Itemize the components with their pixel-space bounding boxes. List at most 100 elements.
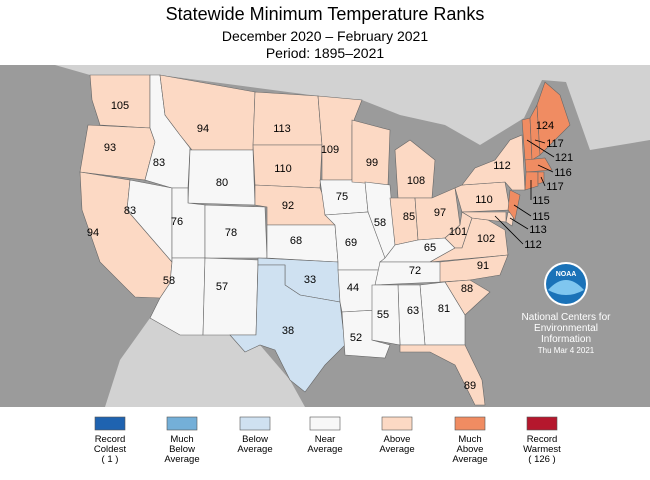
legend-label: Warmest [523,444,561,455]
state-rank: 58 [163,275,175,287]
state-labels: 105 93 94 83 83 94 80 76 58 78 57 113 110 92 68 33 38 109… [87,100,573,392]
state [461,134,526,191]
credit-line: Thu Mar 4 2021 [538,346,595,355]
state-rank: 121 [555,152,573,164]
state-rank: 108 [407,175,425,187]
states [79,74,571,406]
legend-label: Below [242,434,268,445]
legend-label: Much [170,434,193,445]
state-rank: 81 [438,303,450,315]
state-rank: 88 [461,283,473,295]
credit: National Centers forEnvironmentalInforma… [522,312,612,355]
state-rank: 85 [403,211,415,223]
state-rank: 117 [546,138,564,150]
credit-line: National Centers for [522,312,612,323]
state-rank: 76 [171,216,183,228]
state-rank: 112 [524,239,542,251]
state [524,171,539,191]
legend-label: Record [95,434,126,445]
state [460,211,507,223]
period: Period: 1895–2021 [266,45,385,61]
legend-label: Coldest [94,444,127,455]
legend-label: Below [169,444,195,455]
state-rank: 91 [477,260,489,272]
state-rank: 102 [477,233,495,245]
state-rank: 55 [377,309,389,321]
state [252,91,323,146]
legend-swatch [309,416,341,431]
state-rank: 65 [424,242,436,254]
legend-swatch [166,416,198,431]
state-rank: 117 [546,181,564,193]
canada [55,65,650,150]
state-rank: 89 [464,380,476,392]
legend-label: Near [315,434,336,445]
state [266,224,339,263]
state [429,217,509,263]
state [351,119,391,186]
legend-label: Average [452,454,487,465]
legend-label: Much [458,434,481,445]
state-rank: 94 [197,123,209,135]
legend-swatch [239,416,271,431]
callout-line [540,176,546,187]
logo-text: NOAA [556,271,577,278]
credit-line: Information [541,334,591,345]
callout-line [537,164,554,173]
state-rank: 113 [273,123,291,135]
state [394,139,436,199]
subtitle: December 2020 – February 2021 [222,28,428,44]
legend-label: Average [307,444,342,455]
legend-swatch [454,416,486,431]
credit-line: Environmental [534,323,598,334]
state-rank: 63 [407,305,419,317]
legend-label: Above [457,444,484,455]
legend-swatch [526,416,558,431]
state-rank: 115 [532,195,550,207]
logo-wave [548,280,584,295]
legend-label: ( 1 ) [102,454,119,465]
state [399,344,486,406]
state-rank: 33 [304,274,316,286]
state-rank: 115 [532,211,550,223]
state-rank: 99 [366,157,378,169]
legend-label: Average [237,444,272,455]
state-rank: 57 [216,281,228,293]
state-rank: 116 [554,167,572,179]
state-rank: 124 [536,120,554,132]
state-rank: 101 [449,226,467,238]
legend-label: Record [527,434,558,445]
state [454,181,511,213]
state [229,264,346,393]
state-rank: 69 [345,237,357,249]
legend-swatch [94,416,126,431]
callout-line [513,204,532,217]
state [79,124,156,181]
state-rank: 112 [493,160,511,172]
callout-line [534,139,546,144]
state-rank: 83 [124,205,136,217]
state-rank: 58 [374,217,386,229]
state-rank: 52 [350,332,362,344]
title: Statewide Minimum Temperature Ranks [166,4,485,24]
state [536,81,571,156]
state-rank: 75 [336,191,348,203]
state-rank: 94 [87,227,99,239]
state-rank: 93 [104,142,116,154]
legend-label: Average [164,454,199,465]
state-rank: 80 [216,177,228,189]
state-rank: 38 [282,325,294,337]
state-rank: 68 [290,235,302,247]
state-rank: 72 [409,265,421,277]
state [202,257,259,336]
state-rank: 92 [282,200,294,212]
mexico [105,318,305,407]
state-rank: 110 [475,194,493,206]
state-rank: 44 [347,282,359,294]
callout-line [509,217,529,230]
callout-line [526,139,555,158]
state-rank: 109 [321,144,339,156]
state-rank: 105 [111,100,129,112]
